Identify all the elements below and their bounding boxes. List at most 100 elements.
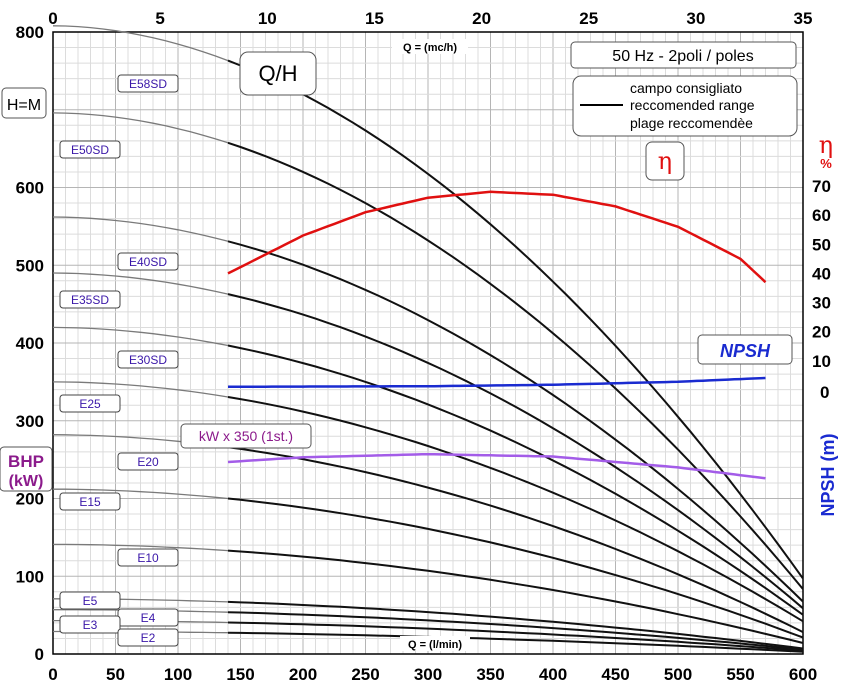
- model-label-box: [117, 74, 179, 93]
- x-top-tick-label: 25: [579, 9, 598, 28]
- eta-tick-label: 20: [812, 323, 831, 342]
- legend-line-3: plage reccomendèe: [630, 115, 753, 131]
- model-label-box: [117, 548, 179, 567]
- x-bottom-tick-label: 300: [414, 665, 442, 684]
- x-bottom-tick-label: 550: [726, 665, 754, 684]
- model-label-box: [59, 615, 121, 634]
- model-label-e2: E2: [141, 631, 156, 645]
- model-label-e20: E20: [137, 455, 159, 469]
- eta-tick-label: 70: [812, 177, 831, 196]
- model-label-e5: E5: [83, 594, 98, 608]
- bhp-unit: (kW): [9, 473, 44, 490]
- y-left-tick-label: 400: [16, 334, 44, 353]
- eta-tick-label: 50: [812, 235, 831, 254]
- model-label-box: [59, 492, 121, 511]
- model-label-box: [59, 394, 121, 413]
- npsh-axis-label: NPSH (m): [818, 433, 838, 516]
- efficiency-curve: [227, 190, 767, 284]
- model-label-box: [117, 628, 179, 647]
- y-left-tick-label: 0: [35, 645, 44, 664]
- x-bottom-tick-label: 350: [476, 665, 504, 684]
- model-label-e35sd: E35SD: [71, 293, 109, 307]
- curve-labels: E58SD E50SD E40SD E35SD E30SD E25 E20 E15 E10 E5 E…: [59, 74, 179, 647]
- qh-curve-range-e35sd: [227, 293, 804, 610]
- eta-badge-box: [645, 141, 685, 181]
- qh-curve-range-e25: [227, 396, 804, 623]
- x-top-tick-label: 20: [472, 9, 491, 28]
- q-bottom-label-bg: [400, 636, 470, 651]
- x-top-tick-label: 35: [794, 9, 813, 28]
- npsh-tick-label: 0: [820, 383, 829, 402]
- x-bottom-tick-label: 500: [664, 665, 692, 684]
- y-left-tick-label: 800: [16, 23, 44, 42]
- qh-curve-range-e4: [227, 611, 804, 651]
- x-bottom-tick-label: 100: [164, 665, 192, 684]
- qh-curve-range-e10: [227, 549, 804, 644]
- x-bottom-tick-label: 50: [106, 665, 125, 684]
- qh-curve-range-e2: [227, 631, 804, 653]
- model-label-e40sd: E40SD: [129, 255, 167, 269]
- model-label-box: [117, 452, 179, 471]
- x-top-tick-label: 30: [686, 9, 705, 28]
- model-label-box: [59, 290, 121, 309]
- q-top-label-bg: [392, 39, 468, 54]
- x-bottom-tick-label: 150: [226, 665, 254, 684]
- qh-curve-range-e20: [227, 446, 804, 633]
- model-label-e4: E4: [141, 611, 156, 625]
- y-left-tick-label: 200: [16, 490, 44, 509]
- model-label-e10: E10: [137, 551, 159, 565]
- eta-axis-label: η: [819, 131, 833, 159]
- model-label-e25: E25: [79, 397, 101, 411]
- x-bottom-tick-label: 450: [601, 665, 629, 684]
- eta-tick-label: 40: [812, 264, 831, 283]
- qh-curve-range-e3: [227, 621, 804, 652]
- legend-line-1: campo consigliato: [630, 80, 742, 96]
- q-top-label: Q = (mc/h): [403, 42, 457, 54]
- eta-tick-label: 10: [812, 352, 831, 371]
- model-label-e58sd: E58SD: [129, 77, 167, 91]
- npsh-badge: NPSH: [720, 341, 771, 361]
- model-label-box: [117, 350, 179, 369]
- y-left-tick-label: 600: [16, 179, 44, 198]
- qh-curve-range-e50sd: [227, 141, 804, 590]
- qh-curves: [52, 25, 804, 653]
- bhp-label: BHP: [8, 452, 44, 471]
- plot-frame: [52, 31, 804, 655]
- qh-badge-box: [239, 51, 317, 96]
- power-label: kW x 350 (1st.): [199, 428, 293, 444]
- model-label-e3: E3: [83, 618, 98, 632]
- x-bottom-tick-label: 600: [789, 665, 817, 684]
- eta-axis-unit: %: [820, 156, 832, 171]
- model-label-box: [117, 252, 179, 271]
- hm-badge-box: [1, 87, 47, 119]
- qh-curve-range-e40sd: [227, 240, 804, 603]
- model-label-box: [59, 140, 121, 159]
- x-bottom-tick-label: 0: [48, 665, 57, 684]
- legend-box: [572, 75, 798, 137]
- npsh-badge-box: [697, 334, 793, 365]
- model-label-e30sd: E30SD: [129, 353, 167, 367]
- model-label-e50sd: E50SD: [71, 143, 109, 157]
- x-bottom-tick-label: 200: [289, 665, 317, 684]
- bhp-badge-box: [0, 446, 53, 492]
- x-top-tick-label: 10: [258, 9, 277, 28]
- header-text: 50 Hz - 2poli / poles: [612, 48, 753, 65]
- header-box: [570, 41, 797, 69]
- x-top-tick-label: 5: [155, 9, 164, 28]
- eta-tick-label: 30: [812, 294, 831, 313]
- model-label-box: [59, 591, 121, 610]
- x-top-tick-label: 0: [48, 9, 57, 28]
- qh-curve-range-e30sd: [227, 344, 804, 616]
- y-left-tick-label: 100: [16, 567, 44, 586]
- npsh-curve: [227, 376, 766, 389]
- y-axis-label: H=M: [7, 97, 41, 114]
- eta-tick-label: 60: [812, 206, 831, 225]
- qh-curve-range-e15: [227, 497, 804, 639]
- q-bottom-label: Q = (l/min): [408, 639, 462, 651]
- qh-badge: Q/H: [258, 61, 297, 86]
- power-label-box: [180, 423, 312, 449]
- x-top-tick-label: 15: [365, 9, 384, 28]
